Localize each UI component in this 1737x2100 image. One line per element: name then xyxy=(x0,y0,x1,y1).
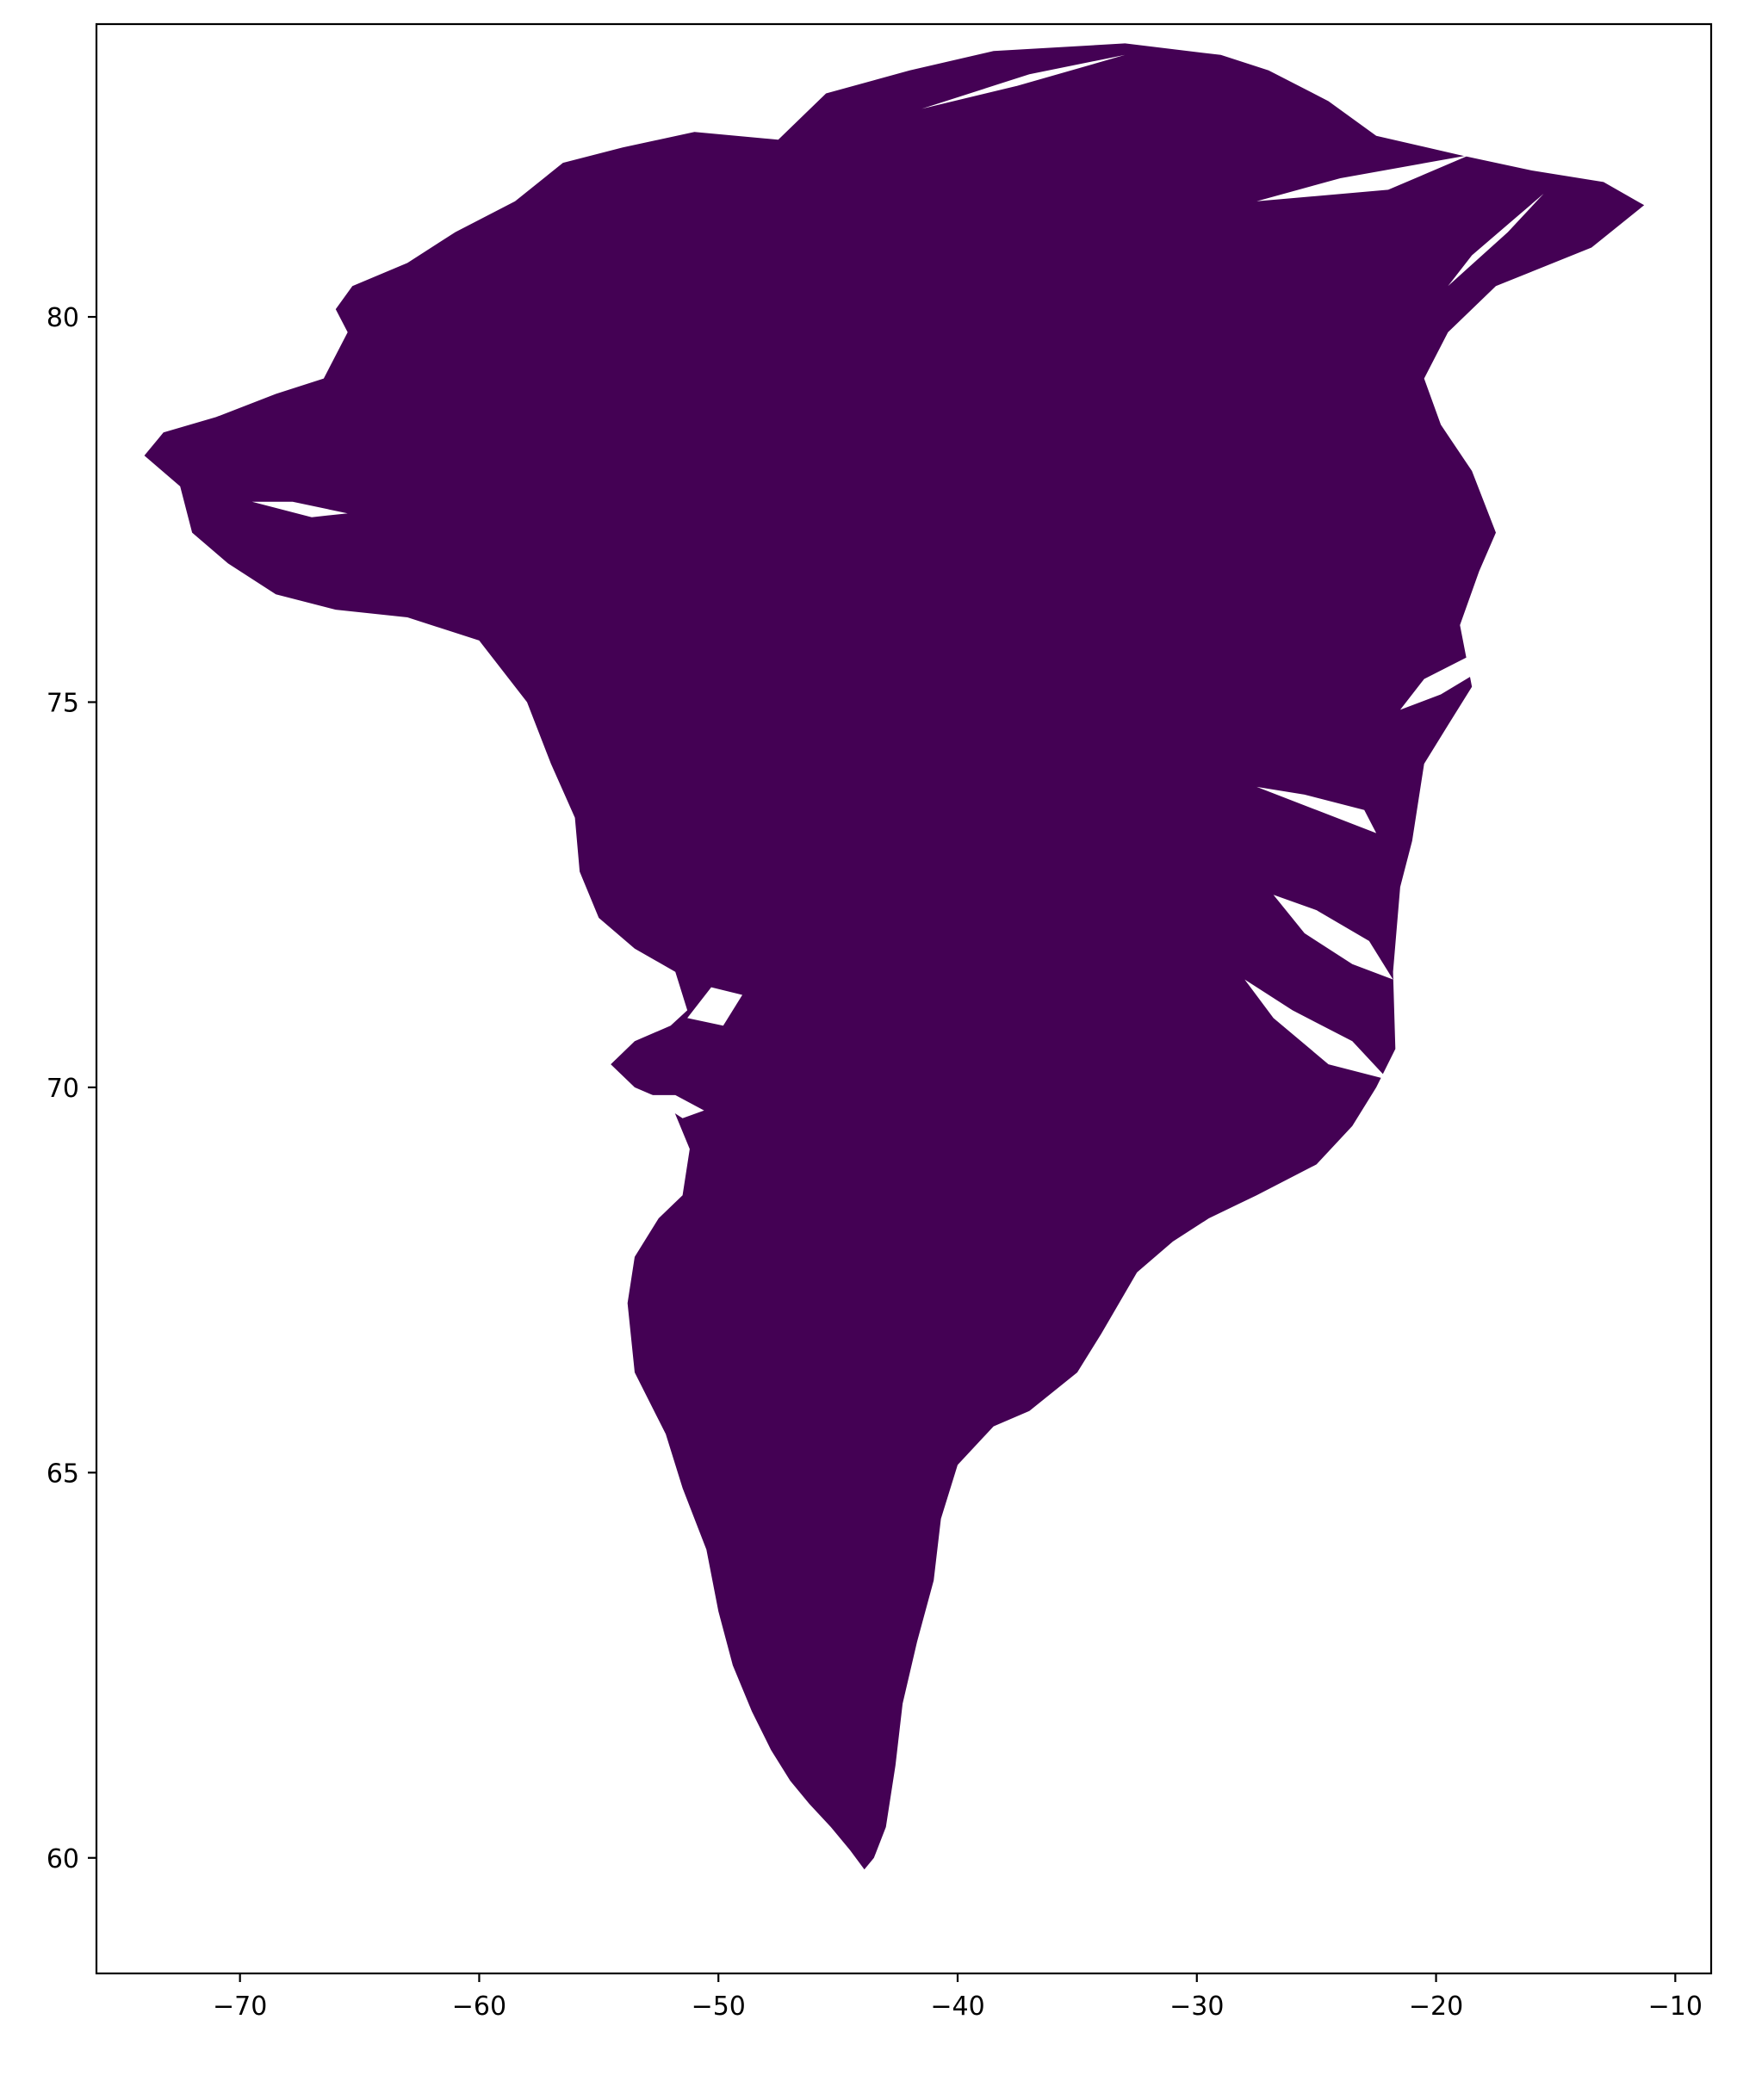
y-tick-label: 65 xyxy=(47,1459,79,1489)
fjord-10 xyxy=(251,501,348,517)
fjord-6 xyxy=(646,1094,704,1118)
fjord-7 xyxy=(1256,155,1470,201)
coastal-fjords xyxy=(251,54,1544,1118)
x-tick-label: −10 xyxy=(1648,1992,1703,2022)
y-tick-label: 75 xyxy=(47,688,79,718)
axes-frame xyxy=(95,22,1713,1975)
fjord-8 xyxy=(921,54,1126,109)
y-axis: 60 65 70 75 80 xyxy=(47,303,96,1874)
x-tick-label: −60 xyxy=(452,1992,506,2022)
x-tick-label: −30 xyxy=(1169,1992,1224,2022)
x-tick-label: −50 xyxy=(692,1992,746,2022)
fjord-4 xyxy=(1256,786,1377,833)
fjord-5 xyxy=(687,987,742,1026)
fjord-1 xyxy=(1399,625,1496,710)
x-axis: −70 −60 −50 −40 −30 −20 −10 xyxy=(213,1973,1703,2022)
fjord-3 xyxy=(1244,979,1388,1080)
y-tick-label: 80 xyxy=(47,303,79,333)
plot-area xyxy=(144,43,1645,1870)
greenland-landmass xyxy=(144,43,1645,1870)
x-tick-label: −20 xyxy=(1409,1992,1463,2022)
x-tick-label: −70 xyxy=(213,1992,267,2022)
x-tick-label: −40 xyxy=(930,1992,984,2022)
fjord-2 xyxy=(1273,895,1393,980)
y-tick-label: 70 xyxy=(47,1074,79,1104)
y-tick-label: 60 xyxy=(47,1844,79,1874)
fjord-11 xyxy=(1448,193,1544,287)
